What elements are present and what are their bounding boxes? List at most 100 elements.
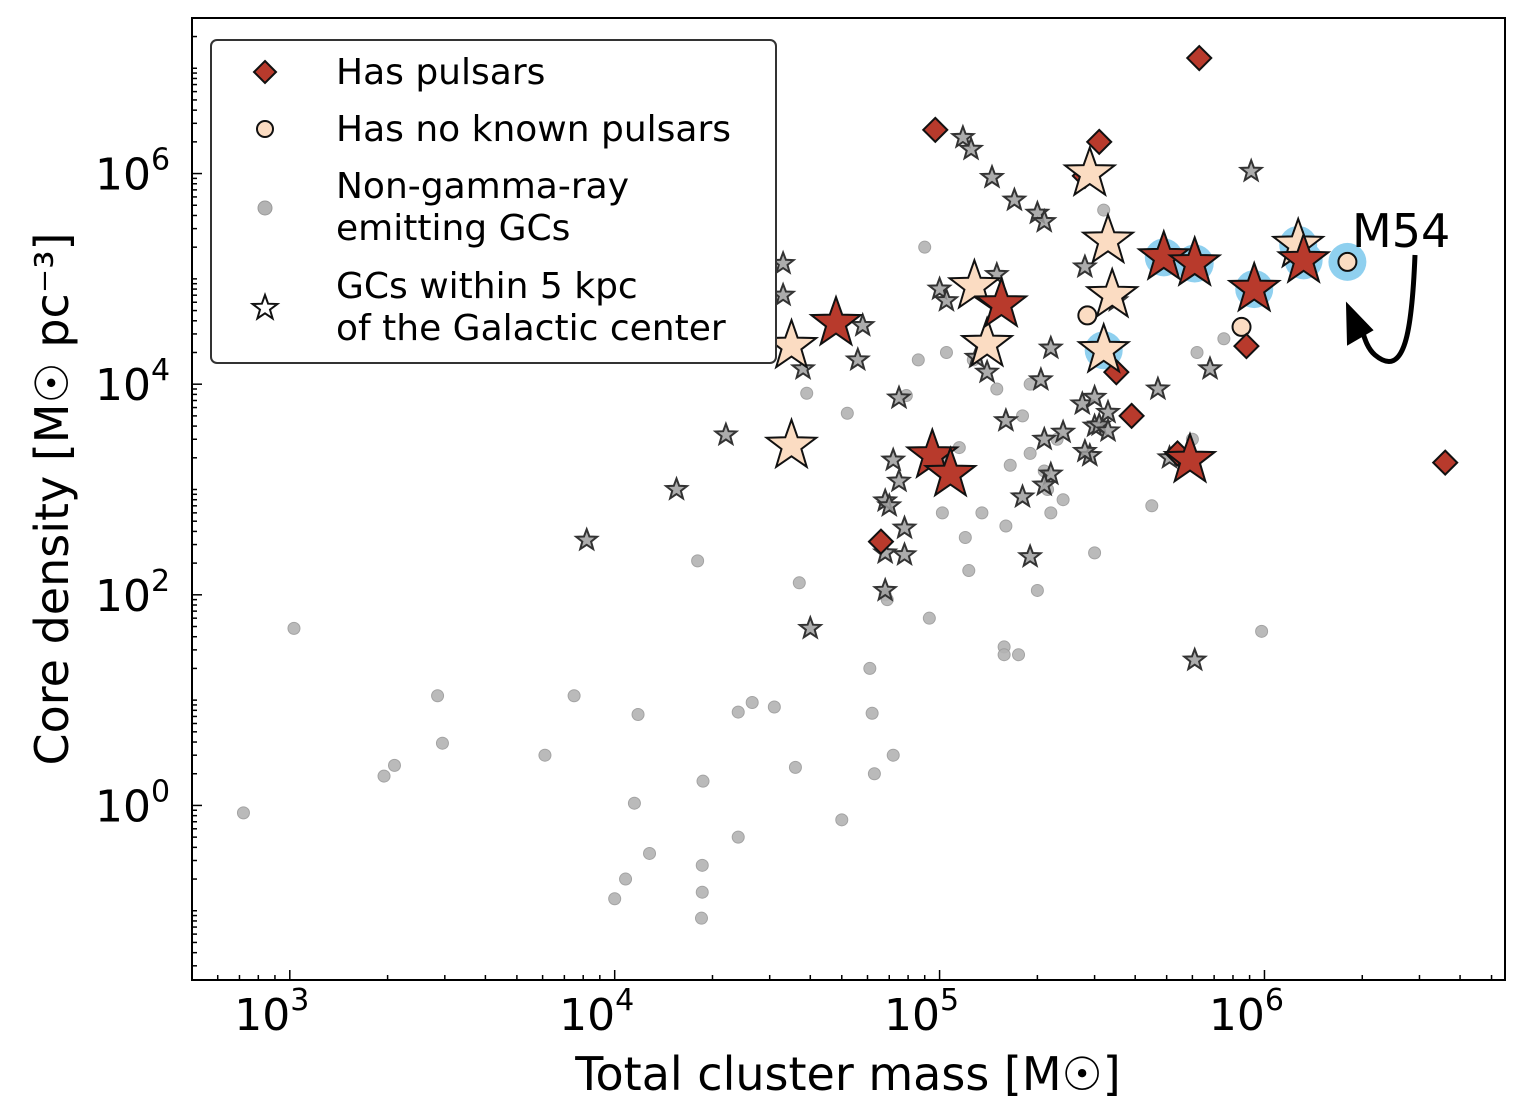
y-tick-exponent: 6: [151, 143, 170, 178]
inner-gc-star-point: [797, 614, 824, 640]
pulsar-inner-star-point: [1226, 260, 1282, 313]
non-gamma-point: [1016, 409, 1030, 423]
pulsar-point: [1085, 128, 1113, 156]
legend-box: [210, 39, 777, 364]
non-gamma-point: [975, 506, 989, 520]
non-gamma-point: [863, 661, 877, 675]
inner-gc-star-point: [849, 311, 876, 337]
legend-label: of the Galactic center: [336, 308, 726, 349]
non-gamma-point: [800, 386, 814, 400]
inner-gc-star-point: [1094, 398, 1122, 424]
inner-gc-stars-layer: [573, 123, 1265, 672]
non-gamma-point: [886, 748, 900, 762]
non-gamma-point: [643, 846, 657, 860]
no-pulsar-point: [1077, 305, 1098, 326]
no-pulsar-inner-star-point: [959, 315, 1015, 368]
non-gamma-point: [999, 519, 1013, 533]
non-gamma-point: [431, 689, 445, 703]
x-tick-base: 10: [1209, 990, 1265, 1041]
y-tick-exponent: 0: [151, 774, 170, 809]
inner-gc-star-point: [880, 446, 907, 472]
inner-gc-star-point: [573, 526, 600, 552]
pulsar-point: [1118, 402, 1146, 430]
non-gamma-point: [958, 531, 972, 545]
pulsar-inner-star-point: [1167, 234, 1223, 287]
non-gamma-ray-layer: [236, 203, 1269, 925]
inner-gc-star-point: [1144, 375, 1172, 401]
non-gamma-point: [867, 767, 881, 781]
inner-gc-star-point: [712, 421, 740, 447]
inner-gc-star-point: [876, 491, 903, 518]
inner-gc-star-point: [844, 346, 871, 372]
legend-label: Has no known pulsars: [336, 109, 731, 150]
x-axis-label: Total cluster mass [M☉]: [574, 1047, 1121, 1101]
legend-pulsar-symbol: [252, 59, 278, 85]
x-tick-label: 105: [884, 983, 959, 1041]
non-gamma-point: [1044, 506, 1058, 520]
no-pulsar-point: [1231, 316, 1252, 337]
inner-gc-star-point: [992, 406, 1020, 432]
non-gamma-point: [922, 611, 936, 625]
non-gamma-point: [1190, 345, 1204, 359]
inner-gc-star-point: [1037, 460, 1065, 486]
non-gamma-point: [731, 705, 745, 719]
non-gamma-point: [990, 382, 1004, 396]
legend-non-gamma-symbol: [257, 200, 273, 216]
x-tick-base: 10: [234, 990, 290, 1041]
legend-label: emitting GCs: [336, 208, 570, 249]
pulsar-inner-star-point: [1136, 228, 1192, 281]
y-tick-base: 10: [95, 150, 151, 201]
y-tick-base: 10: [95, 571, 151, 622]
non-gamma-point: [1003, 458, 1017, 472]
inner-gc-star-point: [1037, 334, 1065, 360]
non-gamma-point: [745, 695, 759, 709]
x-tick-label: 106: [1209, 983, 1284, 1041]
inner-gc-star-point: [891, 540, 918, 567]
no-pulsar-inner-star-point: [946, 257, 1002, 310]
pulsar-point: [1233, 332, 1260, 360]
inner-gc-star-point: [1027, 365, 1055, 392]
pulsar-point: [1185, 44, 1213, 72]
non-gamma-point: [695, 858, 709, 872]
non-gamma-point: [696, 774, 710, 788]
non-gamma-point: [1023, 446, 1037, 460]
no-pulsar-layer: [1077, 251, 1358, 337]
legend-label: GCs within 5 kpc: [336, 266, 638, 307]
y-axis-label: Core density [M☉ pc⁻³]: [25, 232, 79, 765]
y-tick-base: 10: [95, 360, 151, 411]
non-gamma-point: [567, 689, 581, 703]
pulsar-layer: [867, 44, 1459, 556]
non-gamma-point: [538, 748, 552, 762]
non-gamma-point: [387, 758, 401, 772]
inner-gc-star-point: [933, 286, 960, 312]
non-gamma-point: [1056, 493, 1070, 507]
non-gamma-point: [1097, 203, 1111, 217]
legend-label: Has pulsars: [336, 52, 545, 93]
non-gamma-point: [1255, 624, 1269, 638]
pulsar-inner-star-point: [1162, 431, 1218, 484]
inner-gc-star-point: [1001, 186, 1028, 212]
y-tick-label: 102: [95, 564, 170, 622]
non-gamma-point: [287, 621, 301, 635]
pulsar-inner-star-point: [922, 445, 979, 498]
non-gamma-point: [840, 406, 854, 420]
no-pulsar-inner-star-point: [1062, 144, 1118, 198]
non-gamma-point: [918, 240, 932, 254]
y-tick-label: 104: [95, 353, 170, 411]
m54-annotation-label: M54: [1352, 204, 1450, 258]
non-gamma-point: [1217, 332, 1231, 346]
inner-gc-star-point: [1009, 483, 1036, 509]
y-tick-label: 100: [95, 774, 170, 832]
inner-gc-star-point: [885, 467, 913, 493]
x-tick-exponent: 4: [615, 983, 634, 1018]
non-gamma-point: [935, 506, 949, 520]
inner-gc-star-point: [1016, 542, 1044, 568]
inner-gc-star-point: [891, 514, 918, 540]
non-gamma-point: [767, 700, 781, 714]
inner-gc-star-point: [978, 163, 1006, 189]
non-gamma-point: [608, 892, 622, 906]
big-star-layer: [763, 144, 1332, 498]
non-gamma-point: [788, 760, 802, 774]
